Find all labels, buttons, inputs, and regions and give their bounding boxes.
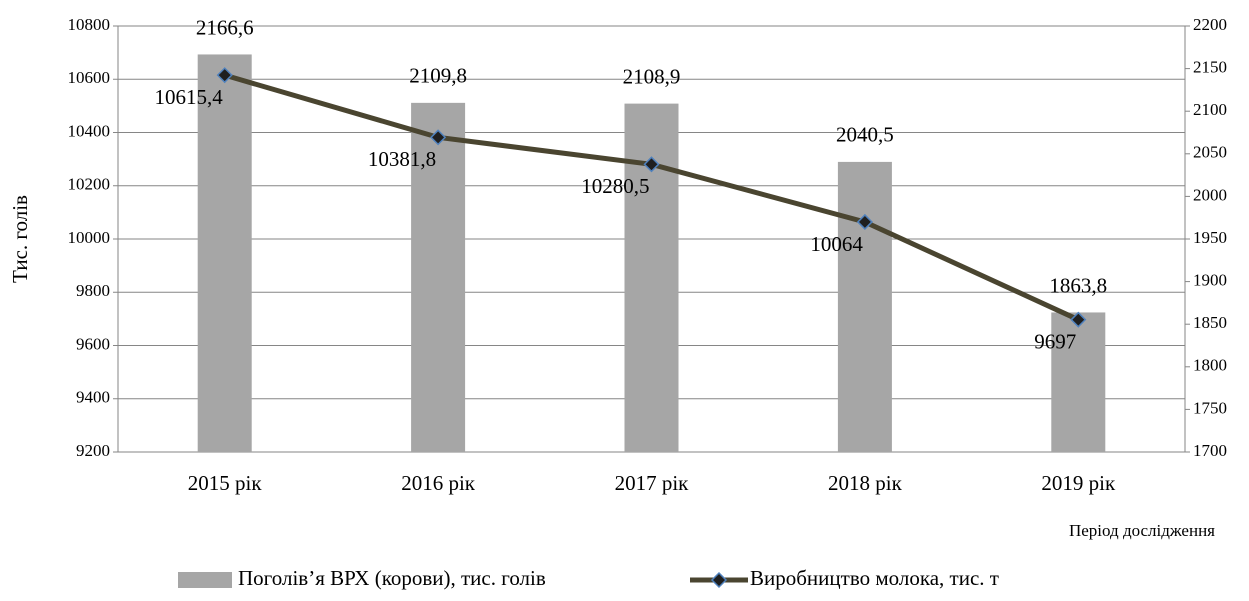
line-value-label: 10280,5 [581,174,649,198]
y-tick-label: 9400 [76,388,110,407]
y2-tick-label: 1700 [1193,441,1227,460]
legend-label: Поголів’я ВРХ (корови), тис. голів [238,566,546,590]
line-value-label: 9697 [1034,329,1076,353]
bar-value-label: 2108,9 [623,64,681,88]
y2-tick-label: 1850 [1193,313,1227,332]
bar [624,103,679,453]
bar-value-label: 2109,8 [409,64,467,88]
line-value-label: 10381,8 [368,147,436,171]
x-tick-label: 2019 рік [1041,471,1116,495]
line-marker [643,156,660,173]
legend-swatch [178,572,232,588]
y2-tick-label: 2150 [1193,58,1227,77]
legend-label: Виробництво молока, тис. т [750,566,999,590]
line-marker [1070,311,1087,328]
y2-tick-label: 2200 [1193,15,1227,34]
line-marker [856,213,873,231]
y-tick-label: 10800 [68,15,111,34]
bar-value-label: 2040,5 [836,123,894,147]
bar-value-label: 1863,8 [1049,273,1107,297]
bar [197,54,252,453]
y2-tick-label: 2050 [1193,143,1227,162]
y-tick-label: 10000 [68,228,111,247]
y-tick-label: 9800 [76,281,110,300]
line-value-label: 10064 [810,232,863,256]
y-tick-label: 10600 [68,68,111,87]
bar [837,161,892,453]
y2-tick-label: 1750 [1193,398,1227,417]
y2-tick-label: 2100 [1193,100,1227,119]
x-tick-label: 2015 рік [188,471,263,495]
y-axis-label: Тис. голів [8,195,32,283]
line-value-label: 10615,4 [154,85,223,109]
bar [1051,312,1106,452]
bar [411,102,466,452]
x-tick-label: 2016 рік [401,471,476,495]
y-tick-label: 10400 [68,121,111,140]
y2-tick-label: 2000 [1193,185,1227,204]
x-tick-label: 2018 рік [828,471,903,495]
y-tick-label: 10200 [68,175,111,194]
bar-value-label: 2166,6 [196,15,254,39]
y2-tick-label: 1800 [1193,356,1227,375]
y2-tick-label: 1950 [1193,228,1227,247]
y-tick-label: 9200 [76,441,110,460]
x-tick-label: 2017 рік [615,471,690,495]
x-axis-label: Період дослідження [1069,521,1215,540]
line-marker [216,67,233,84]
legend-marker [710,571,728,589]
line-marker [430,129,447,146]
y2-tick-label: 1900 [1193,271,1227,290]
y-tick-label: 9600 [76,334,110,353]
